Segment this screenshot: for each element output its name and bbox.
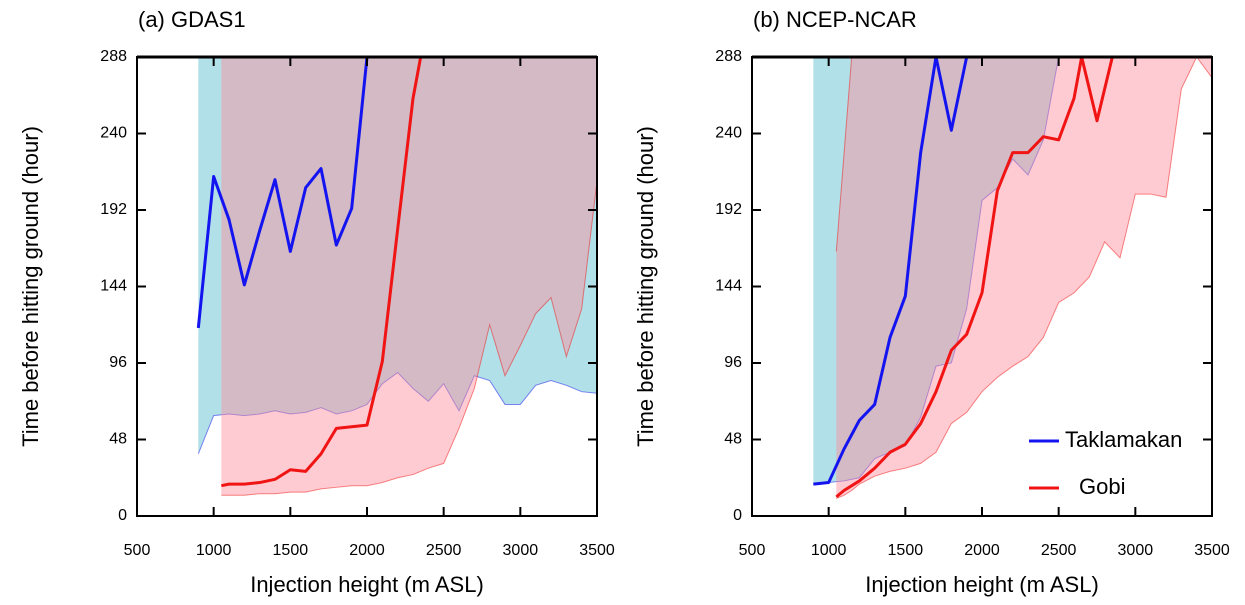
range-band	[813, 57, 1059, 485]
y-tick-label: 144	[715, 278, 742, 295]
range-band	[221, 57, 597, 496]
range-edge	[813, 57, 1060, 485]
x-tick-label: 1000	[811, 542, 847, 559]
x-axis-label: Injection height (m ASL)	[250, 572, 484, 597]
x-tick-label: 1500	[888, 542, 924, 559]
range-edge	[836, 57, 1212, 499]
panel: 0 48 96 144 192 240 288 500 1000 1500 2000 2500 3000…	[18, 7, 615, 597]
y-tick-label: 96	[109, 354, 127, 371]
x-tick-label: 3000	[503, 542, 539, 559]
plot-area	[196, 57, 597, 496]
x-tick-label: 500	[739, 542, 766, 559]
x-tick-label: 3500	[1194, 542, 1230, 559]
x-tick-label: 2000	[964, 542, 1000, 559]
data-line	[196, 57, 369, 329]
x-tick-label: 1500	[273, 542, 309, 559]
range-band	[198, 57, 597, 454]
y-tick-label: 288	[100, 48, 127, 65]
x-tick-label: 2500	[1041, 542, 1077, 559]
data-line	[221, 57, 423, 488]
data-line	[835, 57, 1114, 499]
y-axis-label: Time before hitting ground (hour)	[633, 126, 658, 447]
plot-area	[813, 57, 1212, 499]
y-tick-label: 192	[100, 201, 127, 218]
legend-label: Gobi	[1079, 474, 1125, 499]
y-tick-label: 48	[724, 431, 742, 448]
y-tick-label: 96	[724, 354, 742, 371]
legend-label: Taklamakan	[1065, 427, 1182, 452]
y-tick-label: 0	[118, 507, 127, 524]
range-edge	[221, 181, 597, 496]
x-tick-label: 3500	[579, 542, 615, 559]
y-tick-label: 288	[715, 48, 742, 65]
panel: 0 48 96 144 192 240 288 500 1000 1500 2000 2500 3000…	[633, 7, 1230, 597]
y-tick-label: 48	[109, 431, 127, 448]
y-tick-label: 144	[100, 278, 127, 295]
range-edge	[197, 371, 597, 455]
panel-title: (a) GDAS1	[138, 7, 246, 32]
x-tick-label: 3000	[1118, 542, 1154, 559]
y-tick-label: 192	[715, 201, 742, 218]
y-axis-label: Time before hitting ground (hour)	[18, 126, 43, 447]
y-tick-label: 240	[100, 125, 127, 142]
range-band	[836, 57, 1212, 499]
data-line	[813, 57, 969, 486]
x-tick-label: 1000	[196, 542, 232, 559]
panel-title: (b) NCEP-NCAR	[753, 7, 917, 32]
x-tick-label: 2000	[349, 542, 385, 559]
y-tick-label: 0	[733, 507, 742, 524]
y-tick-label: 240	[715, 125, 742, 142]
x-axis-label: Injection height (m ASL)	[865, 572, 1099, 597]
x-tick-label: 500	[124, 542, 151, 559]
x-tick-label: 2500	[426, 542, 462, 559]
